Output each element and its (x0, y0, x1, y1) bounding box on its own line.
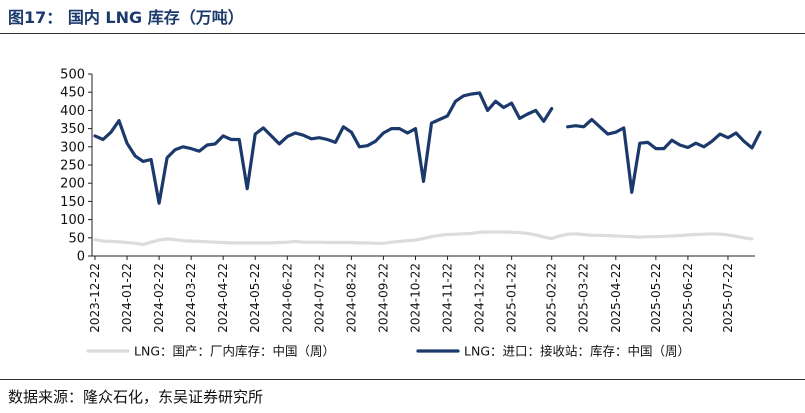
x-tick-label: 2024-03-22 (184, 263, 198, 333)
x-tick-label: 2024-07-22 (312, 263, 326, 333)
x-tick-label: 2024-04-22 (216, 263, 230, 333)
legend-import-label: LNG：进口：接收站：库存：中国（周） (464, 344, 690, 359)
x-tick-label: 2025-05-22 (649, 263, 663, 333)
y-tick-label: 300 (60, 140, 85, 155)
x-tick-label: 2025-07-22 (721, 263, 735, 333)
series-domestic-line (93, 230, 754, 246)
legend: LNG：国产：厂内库存：中国（周） LNG：进口：接收站：库存：中国（周） (86, 344, 690, 359)
top-rule (0, 33, 805, 34)
x-tick-label: 2024-02-22 (152, 263, 166, 333)
legend-domestic-label: LNG：国产：厂内库存：中国（周） (134, 344, 335, 359)
x-tick-label: 2024-01-22 (120, 263, 134, 333)
x-tick-label: 2024-08-22 (344, 263, 358, 333)
y-tick-label: 150 (60, 195, 85, 210)
x-tick-label: 2024-05-22 (248, 263, 262, 333)
x-tick-label: 2025-01-22 (505, 263, 519, 333)
y-tick-label: 350 (60, 122, 85, 137)
series-layer (93, 91, 762, 246)
y-tick-label: 200 (60, 177, 85, 192)
series-import-line (93, 91, 762, 205)
y-tick-label: 50 (68, 231, 85, 246)
y-tick-label: 100 (60, 213, 85, 228)
x-tick-label: 2024-12-22 (473, 263, 487, 333)
axes: 0 50 100 150 200 250 300 350 400 450 500 2023-12-22… (60, 68, 755, 333)
y-tick-label: 500 (60, 68, 85, 83)
y-tick-label: 0 (77, 250, 85, 265)
x-tick-label: 2024-10-22 (408, 263, 422, 333)
x-tick-label: 2025-04-22 (609, 263, 623, 333)
x-tick-label: 2025-02-22 (545, 263, 559, 333)
y-tick-label: 250 (60, 159, 85, 174)
chart-title: 图17： 国内 LNG 库存（万吨） (8, 8, 244, 27)
y-tick-label: 400 (60, 104, 85, 119)
x-tick-label: 2024-09-22 (376, 263, 390, 333)
y-tick-label: 450 (60, 86, 85, 101)
chart: 0 50 100 150 200 250 300 350 400 450 500 2023-12-22… (60, 68, 762, 359)
source-note: 数据来源：隆众石化，东吴证券研究所 (8, 388, 264, 406)
x-tick-label: 2025-06-22 (681, 263, 695, 333)
x-tick-label: 2024-06-22 (280, 263, 294, 333)
x-tick-label: 2025-03-22 (577, 263, 591, 333)
bottom-rule (0, 379, 805, 380)
x-tick-label: 2024-11-22 (441, 263, 455, 333)
x-tick-label: 2023-12-22 (88, 263, 102, 333)
